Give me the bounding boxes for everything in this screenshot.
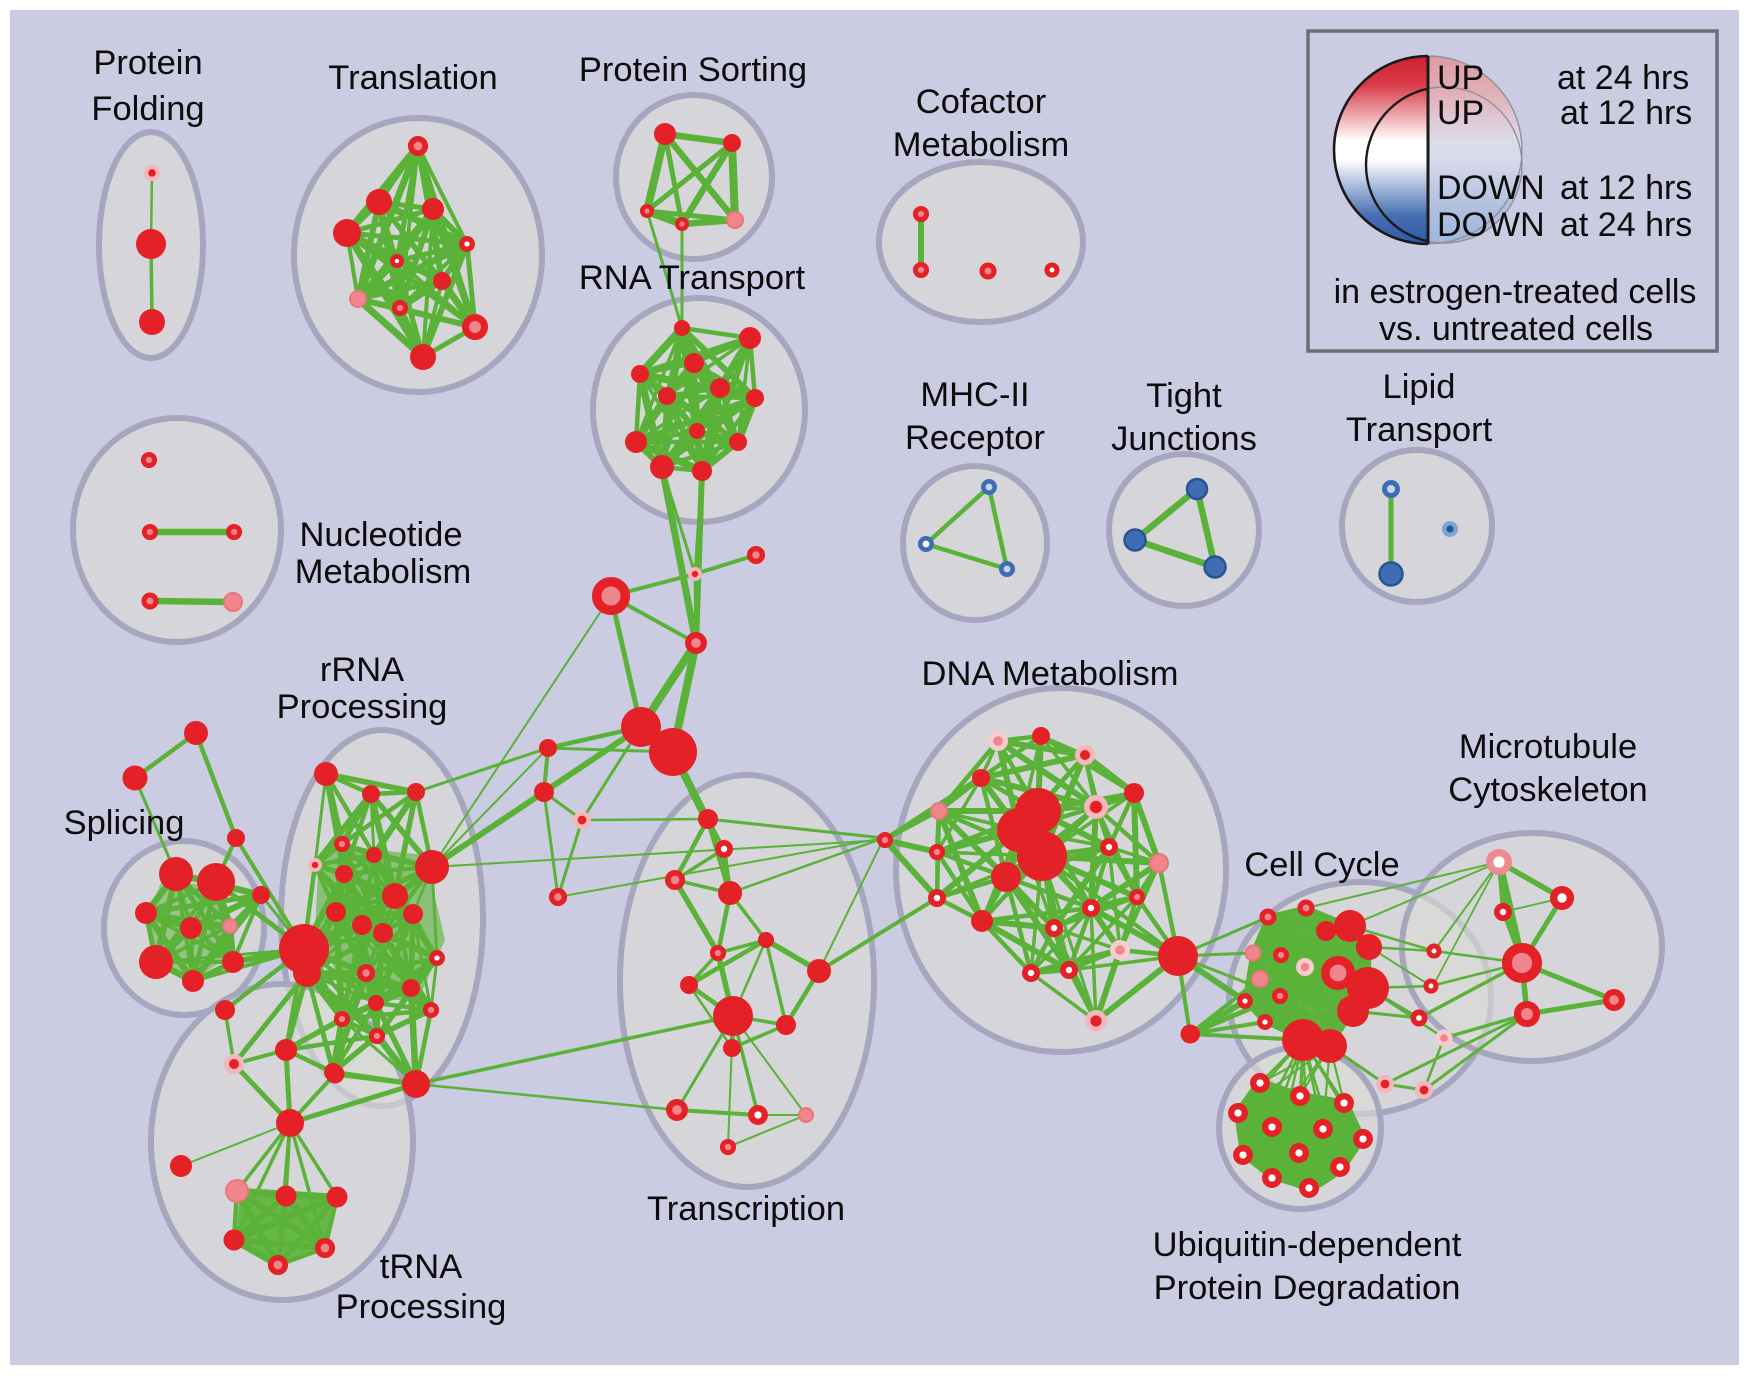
svg-text:Folding: Folding xyxy=(91,90,204,128)
svg-text:Metabolism: Metabolism xyxy=(893,126,1069,164)
svg-text:DOWN: DOWN xyxy=(1437,206,1545,244)
svg-text:Protein: Protein xyxy=(93,44,202,82)
svg-text:Translation: Translation xyxy=(328,59,497,97)
svg-text:Protein Degradation: Protein Degradation xyxy=(1154,1269,1461,1307)
svg-text:Receptor: Receptor xyxy=(905,419,1045,457)
svg-text:at 12 hrs: at 12 hrs xyxy=(1560,94,1692,132)
svg-text:Cell Cycle: Cell Cycle xyxy=(1244,846,1399,884)
svg-text:RNA Transport: RNA Transport xyxy=(579,259,806,297)
svg-text:rRNA: rRNA xyxy=(320,651,404,689)
svg-text:Ubiquitin-dependent: Ubiquitin-dependent xyxy=(1153,1226,1462,1264)
svg-text:vs. untreated cells: vs. untreated cells xyxy=(1379,310,1653,348)
svg-text:Nucleotide: Nucleotide xyxy=(299,516,462,554)
svg-text:at 24 hrs: at 24 hrs xyxy=(1560,206,1692,244)
svg-text:DNA Metabolism: DNA Metabolism xyxy=(922,655,1179,693)
svg-text:at 24 hrs: at 24 hrs xyxy=(1557,59,1689,97)
svg-text:UP: UP xyxy=(1437,59,1484,97)
svg-text:in estrogen-treated cells: in estrogen-treated cells xyxy=(1334,273,1697,311)
svg-text:UP: UP xyxy=(1437,94,1484,132)
svg-text:MHC-II: MHC-II xyxy=(920,376,1029,414)
svg-text:Lipid: Lipid xyxy=(1383,368,1456,406)
svg-text:Transport: Transport xyxy=(1346,411,1493,449)
svg-text:Junctions: Junctions xyxy=(1111,420,1257,458)
svg-text:Cytoskeleton: Cytoskeleton xyxy=(1448,771,1647,809)
svg-text:Transcription: Transcription xyxy=(647,1190,845,1228)
svg-text:Processing: Processing xyxy=(277,688,448,726)
svg-text:DOWN: DOWN xyxy=(1437,169,1545,207)
svg-text:tRNA: tRNA xyxy=(380,1248,462,1286)
svg-text:Processing: Processing xyxy=(336,1288,507,1326)
svg-text:Metabolism: Metabolism xyxy=(295,553,471,591)
svg-text:Protein Sorting: Protein Sorting xyxy=(579,51,807,89)
svg-text:at 12 hrs: at 12 hrs xyxy=(1560,169,1692,207)
svg-text:Splicing: Splicing xyxy=(64,804,185,842)
svg-text:Microtubule: Microtubule xyxy=(1459,728,1637,766)
svg-text:Cofactor: Cofactor xyxy=(916,83,1046,121)
svg-text:Tight: Tight xyxy=(1146,377,1222,415)
